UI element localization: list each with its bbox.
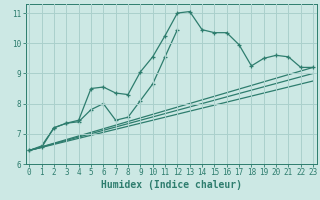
X-axis label: Humidex (Indice chaleur): Humidex (Indice chaleur): [101, 180, 242, 190]
